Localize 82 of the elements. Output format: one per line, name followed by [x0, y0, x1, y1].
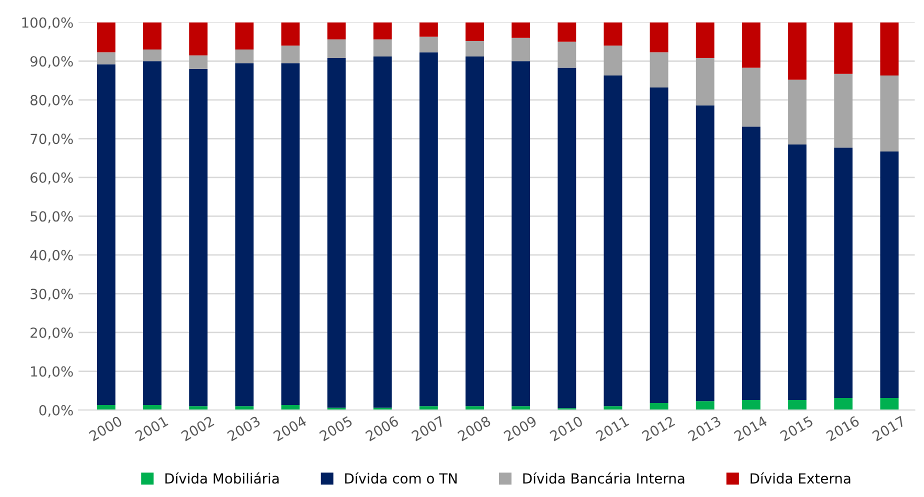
y-tick-label: 30,0% — [30, 288, 73, 301]
bar — [604, 46, 622, 76]
bar — [419, 406, 438, 410]
bar — [235, 63, 254, 406]
bar — [96, 404, 116, 410]
bar — [696, 401, 714, 410]
bar — [189, 406, 208, 410]
bar — [419, 36, 438, 52]
bar — [650, 87, 668, 404]
bar — [742, 400, 760, 410]
bar — [235, 50, 254, 64]
bar — [650, 52, 668, 88]
bar — [235, 22, 254, 50]
bar — [327, 39, 346, 58]
bar — [466, 40, 484, 56]
bar — [604, 75, 622, 406]
legend-label: Dívida com o TN — [345, 472, 457, 484]
bar — [604, 22, 622, 46]
bar — [742, 126, 760, 400]
bar — [834, 148, 853, 398]
bar — [742, 22, 760, 68]
bar — [696, 22, 714, 58]
bar — [143, 404, 162, 410]
bar — [650, 403, 668, 410]
bar — [96, 64, 116, 405]
y-tick-label: 80,0% — [30, 94, 73, 107]
bar — [327, 22, 346, 40]
bar — [788, 400, 806, 410]
bar — [880, 75, 899, 152]
legend-label: Dívida Externa — [750, 472, 850, 484]
bar — [373, 39, 392, 56]
bar — [143, 61, 162, 405]
bar — [880, 151, 899, 398]
y-tick-label: 20,0% — [30, 327, 73, 340]
bar — [788, 144, 806, 400]
y-tick-label: 100,0% — [22, 17, 73, 30]
y-tick-label: 70,0% — [30, 134, 73, 146]
bar — [834, 22, 853, 74]
bar — [373, 56, 392, 408]
bar — [281, 63, 300, 405]
bar — [880, 398, 899, 410]
bar — [281, 22, 300, 46]
bar — [143, 50, 162, 62]
bar — [696, 58, 714, 106]
bar — [419, 52, 438, 406]
bar — [834, 398, 853, 410]
y-tick-label: 90,0% — [30, 56, 73, 68]
bar — [189, 68, 208, 406]
bar — [788, 22, 806, 80]
legend-label: Dívida Mobiliária — [165, 472, 279, 484]
bar — [281, 46, 300, 64]
bar — [466, 406, 484, 410]
y-tick-label: 40,0% — [30, 250, 73, 262]
bar — [373, 22, 392, 40]
bar — [512, 38, 530, 62]
bar — [512, 406, 530, 410]
y-tick-label: 0,0% — [39, 404, 73, 417]
y-tick-label: 60,0% — [30, 172, 73, 184]
y-tick-label: 50,0% — [30, 211, 73, 224]
bar — [696, 105, 714, 402]
bar — [880, 22, 899, 76]
bar — [235, 406, 254, 410]
bar — [419, 22, 438, 37]
y-tick-label: 10,0% — [31, 366, 73, 378]
bar — [512, 22, 530, 38]
bar — [742, 68, 760, 127]
bar — [788, 80, 806, 144]
bar — [189, 55, 208, 69]
legend-label: Dívida Bancária Interna — [523, 472, 684, 484]
bar — [189, 22, 208, 56]
bar — [96, 22, 116, 52]
bar — [96, 52, 116, 64]
bar — [327, 58, 346, 408]
bar — [834, 74, 853, 148]
bar — [466, 56, 484, 406]
bar — [558, 68, 576, 408]
bar — [512, 61, 530, 406]
bar — [466, 22, 484, 41]
bar — [558, 42, 576, 68]
bar — [650, 22, 668, 52]
bar — [143, 22, 162, 50]
bar — [558, 22, 576, 42]
